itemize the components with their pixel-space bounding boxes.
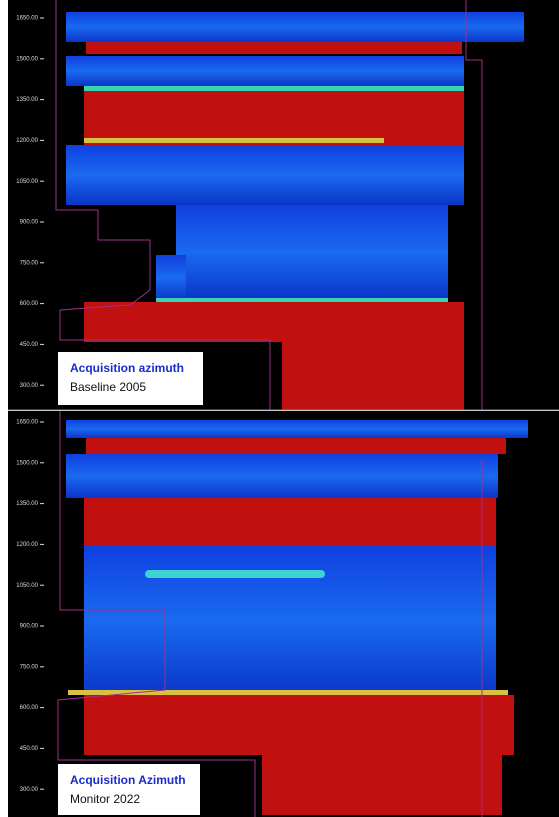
axis-label: 1200.00	[16, 542, 38, 548]
axis-label: 1200.00	[16, 138, 38, 144]
axis-label: 600.00	[20, 301, 39, 307]
axis-label: 1350.00	[16, 501, 38, 507]
caption-title: Acquisition Azimuth	[70, 773, 186, 787]
axis-label: 300.00	[20, 383, 39, 389]
axis-label: 1650.00	[16, 420, 38, 426]
axis-label: 1050.00	[16, 583, 38, 589]
axis-label: 900.00	[20, 220, 39, 226]
caption-subtitle: Monitor 2022	[70, 792, 140, 806]
axis-label: 1050.00	[16, 179, 38, 185]
axis-label: 1500.00	[16, 460, 38, 466]
axis-label: 1350.00	[16, 97, 38, 103]
axis-label: 900.00	[20, 624, 39, 630]
caption-title: Acquisition azimuth	[70, 361, 184, 375]
panel-baseline	[8, 0, 559, 410]
axis-label: 450.00	[20, 342, 39, 348]
panel-monitor	[8, 411, 559, 817]
axis-label: 750.00	[20, 260, 39, 266]
caption-subtitle: Baseline 2005	[70, 380, 146, 394]
axis-label: 750.00	[20, 664, 39, 670]
axis-label: 1500.00	[16, 56, 38, 62]
axis-label: 300.00	[20, 787, 39, 793]
azimuth-maps: 1650.00 1500.00 1350.00 1200.00 1050.00 900.0…	[0, 0, 559, 817]
axis-label: 1650.00	[16, 16, 38, 22]
axis-label: 600.00	[20, 705, 39, 711]
axis-label: 450.00	[20, 746, 39, 752]
